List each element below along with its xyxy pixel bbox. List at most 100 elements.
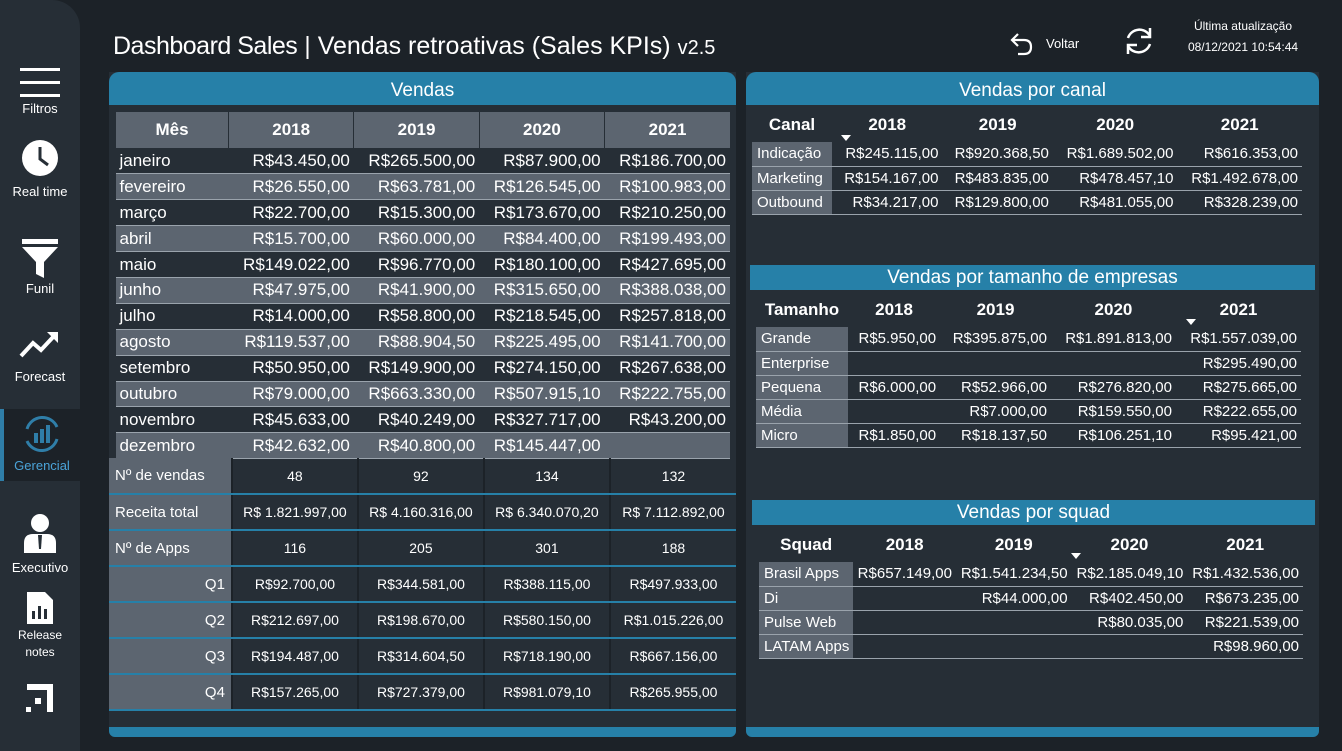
value-cell: R$222.655,00 — [1175, 399, 1301, 424]
value-cell: R$149.900,00 — [353, 355, 480, 382]
column-header[interactable]: 2021 — [1220, 115, 1259, 134]
sidebar-item-funil[interactable]: Funil — [0, 238, 80, 297]
kpi-value: R$718.190,00 — [482, 638, 610, 675]
column-header[interactable]: 2020 — [1110, 535, 1149, 554]
kpi-value: R$ 6.340.070,20 — [482, 494, 610, 531]
sidebar-item-gerencial[interactable]: Gerencial — [0, 409, 80, 481]
last-update-value: 08/12/2021 10:54:44 — [1187, 40, 1299, 54]
kpi-row: Receita total R$ 1.821.997,00 R$ 4.160.316… — [109, 494, 736, 531]
row-label: Marketing — [752, 166, 832, 191]
back-button[interactable]: Voltar — [1008, 30, 1079, 56]
column-header[interactable]: Mês — [115, 112, 229, 148]
vendas-footer-bar — [109, 727, 736, 737]
value-cell: R$14.000,00 — [228, 303, 354, 330]
kpi-value: R$194.487,00 — [230, 638, 358, 675]
column-header[interactable]: 2018 — [885, 535, 924, 554]
row-label: Pulse Web — [759, 610, 854, 635]
kpi-value: R$157.265,00 — [230, 674, 358, 711]
kpi-value: R$727.379,00 — [356, 674, 484, 711]
column-header[interactable]: 2021 — [604, 112, 730, 148]
page-title: Dashboard Sales | Vendas retroativas (Sa… — [113, 32, 715, 61]
value-cell: R$210.250,00 — [604, 199, 730, 227]
brand-logo-icon — [26, 684, 53, 712]
last-update-label: Última atualização — [1193, 19, 1293, 33]
value-cell: R$149.022,00 — [228, 251, 354, 278]
value-cell: R$52.966,00 — [940, 375, 1051, 400]
month-cell: agosto — [115, 329, 229, 356]
sidebar-item-filtros[interactable]: Filtros — [0, 66, 80, 117]
value-cell: R$1.492.678,00 — [1177, 166, 1302, 191]
value-cell: R$221.539,00 — [1187, 610, 1303, 635]
row-label: Di — [759, 586, 854, 611]
value-cell: R$218.545,00 — [479, 303, 605, 330]
kpi-label: Nº de Apps — [109, 530, 232, 567]
column-header[interactable]: 2019 — [353, 112, 480, 148]
value-cell: R$42.632,00 — [228, 432, 354, 460]
sidebar-item-label: Executivo — [11, 560, 69, 575]
table-row: novembro R$45.633,00 R$40.249,00 R$327.717,… — [115, 406, 730, 434]
right-footer-bar — [746, 727, 1319, 737]
value-cell: R$507.915,10 — [479, 381, 605, 408]
column-header[interactable]: 2018 — [227, 112, 354, 148]
value-cell: R$7.000,00 — [940, 399, 1051, 424]
value-cell: R$15.300,00 — [353, 199, 480, 227]
row-label: LATAM Apps — [759, 634, 854, 659]
table-row: Di R$44.000,00 R$402.450,00 R$673.235,00 — [759, 586, 1303, 611]
month-cell: fevereiro — [115, 173, 229, 201]
value-cell: R$1.432.536,00 — [1187, 562, 1303, 587]
refresh-button[interactable] — [1122, 24, 1156, 63]
table-row: Micro R$1.850,00 R$18.137,50 R$106.251,10 R$… — [756, 423, 1301, 448]
table-row: junho R$47.975,00 R$41.900,00 R$315.650,00 R… — [115, 277, 730, 304]
kpi-row: Nº de Apps 116 205 301 188 — [109, 530, 736, 567]
value-cell: R$43.450,00 — [228, 148, 354, 175]
month-cell: dezembro — [115, 432, 229, 460]
brand-logo[interactable] — [0, 681, 80, 715]
sidebar-item-executivo[interactable]: Executivo — [0, 513, 80, 576]
chart-refresh-icon — [25, 416, 59, 452]
column-header[interactable]: Canal — [768, 115, 816, 134]
sidebar-item-real-time[interactable]: Real time — [0, 139, 80, 200]
column-header[interactable]: Tamanho — [764, 300, 840, 319]
value-cell — [1050, 351, 1176, 376]
canal-table: Canal 2018 2019 2020 2021 Indicação R$245.115… — [752, 108, 1302, 215]
refresh-icon — [1126, 28, 1152, 54]
squad-table: Squad 2018 2019 2020 2021 Brasil Apps R$657.1… — [759, 528, 1303, 659]
kpi-value: R$ 4.160.316,00 — [356, 494, 484, 531]
value-cell: R$267.638,00 — [604, 355, 730, 382]
table-row: Indicação R$245.115,00 R$920.368,50 R$1.689… — [752, 142, 1302, 167]
value-cell: R$1.541.234,50 — [955, 562, 1072, 587]
value-cell: R$199.493,00 — [604, 225, 730, 253]
value-cell: R$119.537,00 — [228, 329, 354, 356]
tamanho-title: Vendas por tamanho de empresas — [750, 265, 1315, 290]
sidebar-item-forecast[interactable]: Forecast — [0, 328, 80, 385]
table-row: fevereiro R$26.550,00 R$63.781,00 R$126.545… — [115, 173, 730, 201]
column-header[interactable]: 2019 — [978, 115, 1017, 134]
value-cell: R$60.000,00 — [353, 225, 480, 253]
column-header[interactable]: 2018 — [875, 300, 913, 319]
column-header[interactable]: 2020 — [1096, 115, 1135, 134]
sort-desc-icon[interactable] — [841, 135, 851, 141]
table-row: Média R$7.000,00 R$159.550,00 R$222.655,00 — [756, 399, 1301, 424]
value-cell: R$129.800,00 — [942, 190, 1053, 215]
table-row: dezembro R$42.632,00 R$40.800,00 R$145.447,… — [115, 432, 730, 460]
sort-desc-icon[interactable] — [1186, 319, 1196, 325]
sidebar-item-release-notes[interactable]: Release notes — [0, 591, 80, 661]
column-header[interactable]: Squad — [780, 535, 833, 554]
table-row: janeiro R$43.450,00 R$265.500,00 R$87.900,0… — [115, 148, 730, 175]
month-cell: maio — [115, 251, 229, 278]
kpi-row: Q3 R$194.487,00 R$314.604,50 R$718.190,00 R$… — [109, 638, 736, 675]
column-header[interactable]: 2020 — [1094, 300, 1133, 319]
column-header[interactable]: 2020 — [478, 112, 605, 148]
table-row: Pequena R$6.000,00 R$52.966,00 R$276.820,00… — [756, 375, 1301, 400]
kpi-value: R$388.115,00 — [482, 566, 610, 603]
kpi-value: R$212.697,00 — [230, 602, 358, 639]
row-label: Média — [756, 399, 848, 424]
sort-desc-icon[interactable] — [1071, 553, 1081, 559]
column-header[interactable]: 2018 — [868, 115, 907, 134]
column-header[interactable]: 2019 — [994, 535, 1033, 554]
column-header[interactable]: 2019 — [976, 300, 1015, 319]
value-cell — [848, 351, 941, 376]
table-row: Pulse Web R$80.035,00 R$221.539,00 — [759, 610, 1303, 635]
column-header[interactable]: 2021 — [1226, 535, 1265, 554]
column-header[interactable]: 2021 — [1219, 300, 1258, 319]
